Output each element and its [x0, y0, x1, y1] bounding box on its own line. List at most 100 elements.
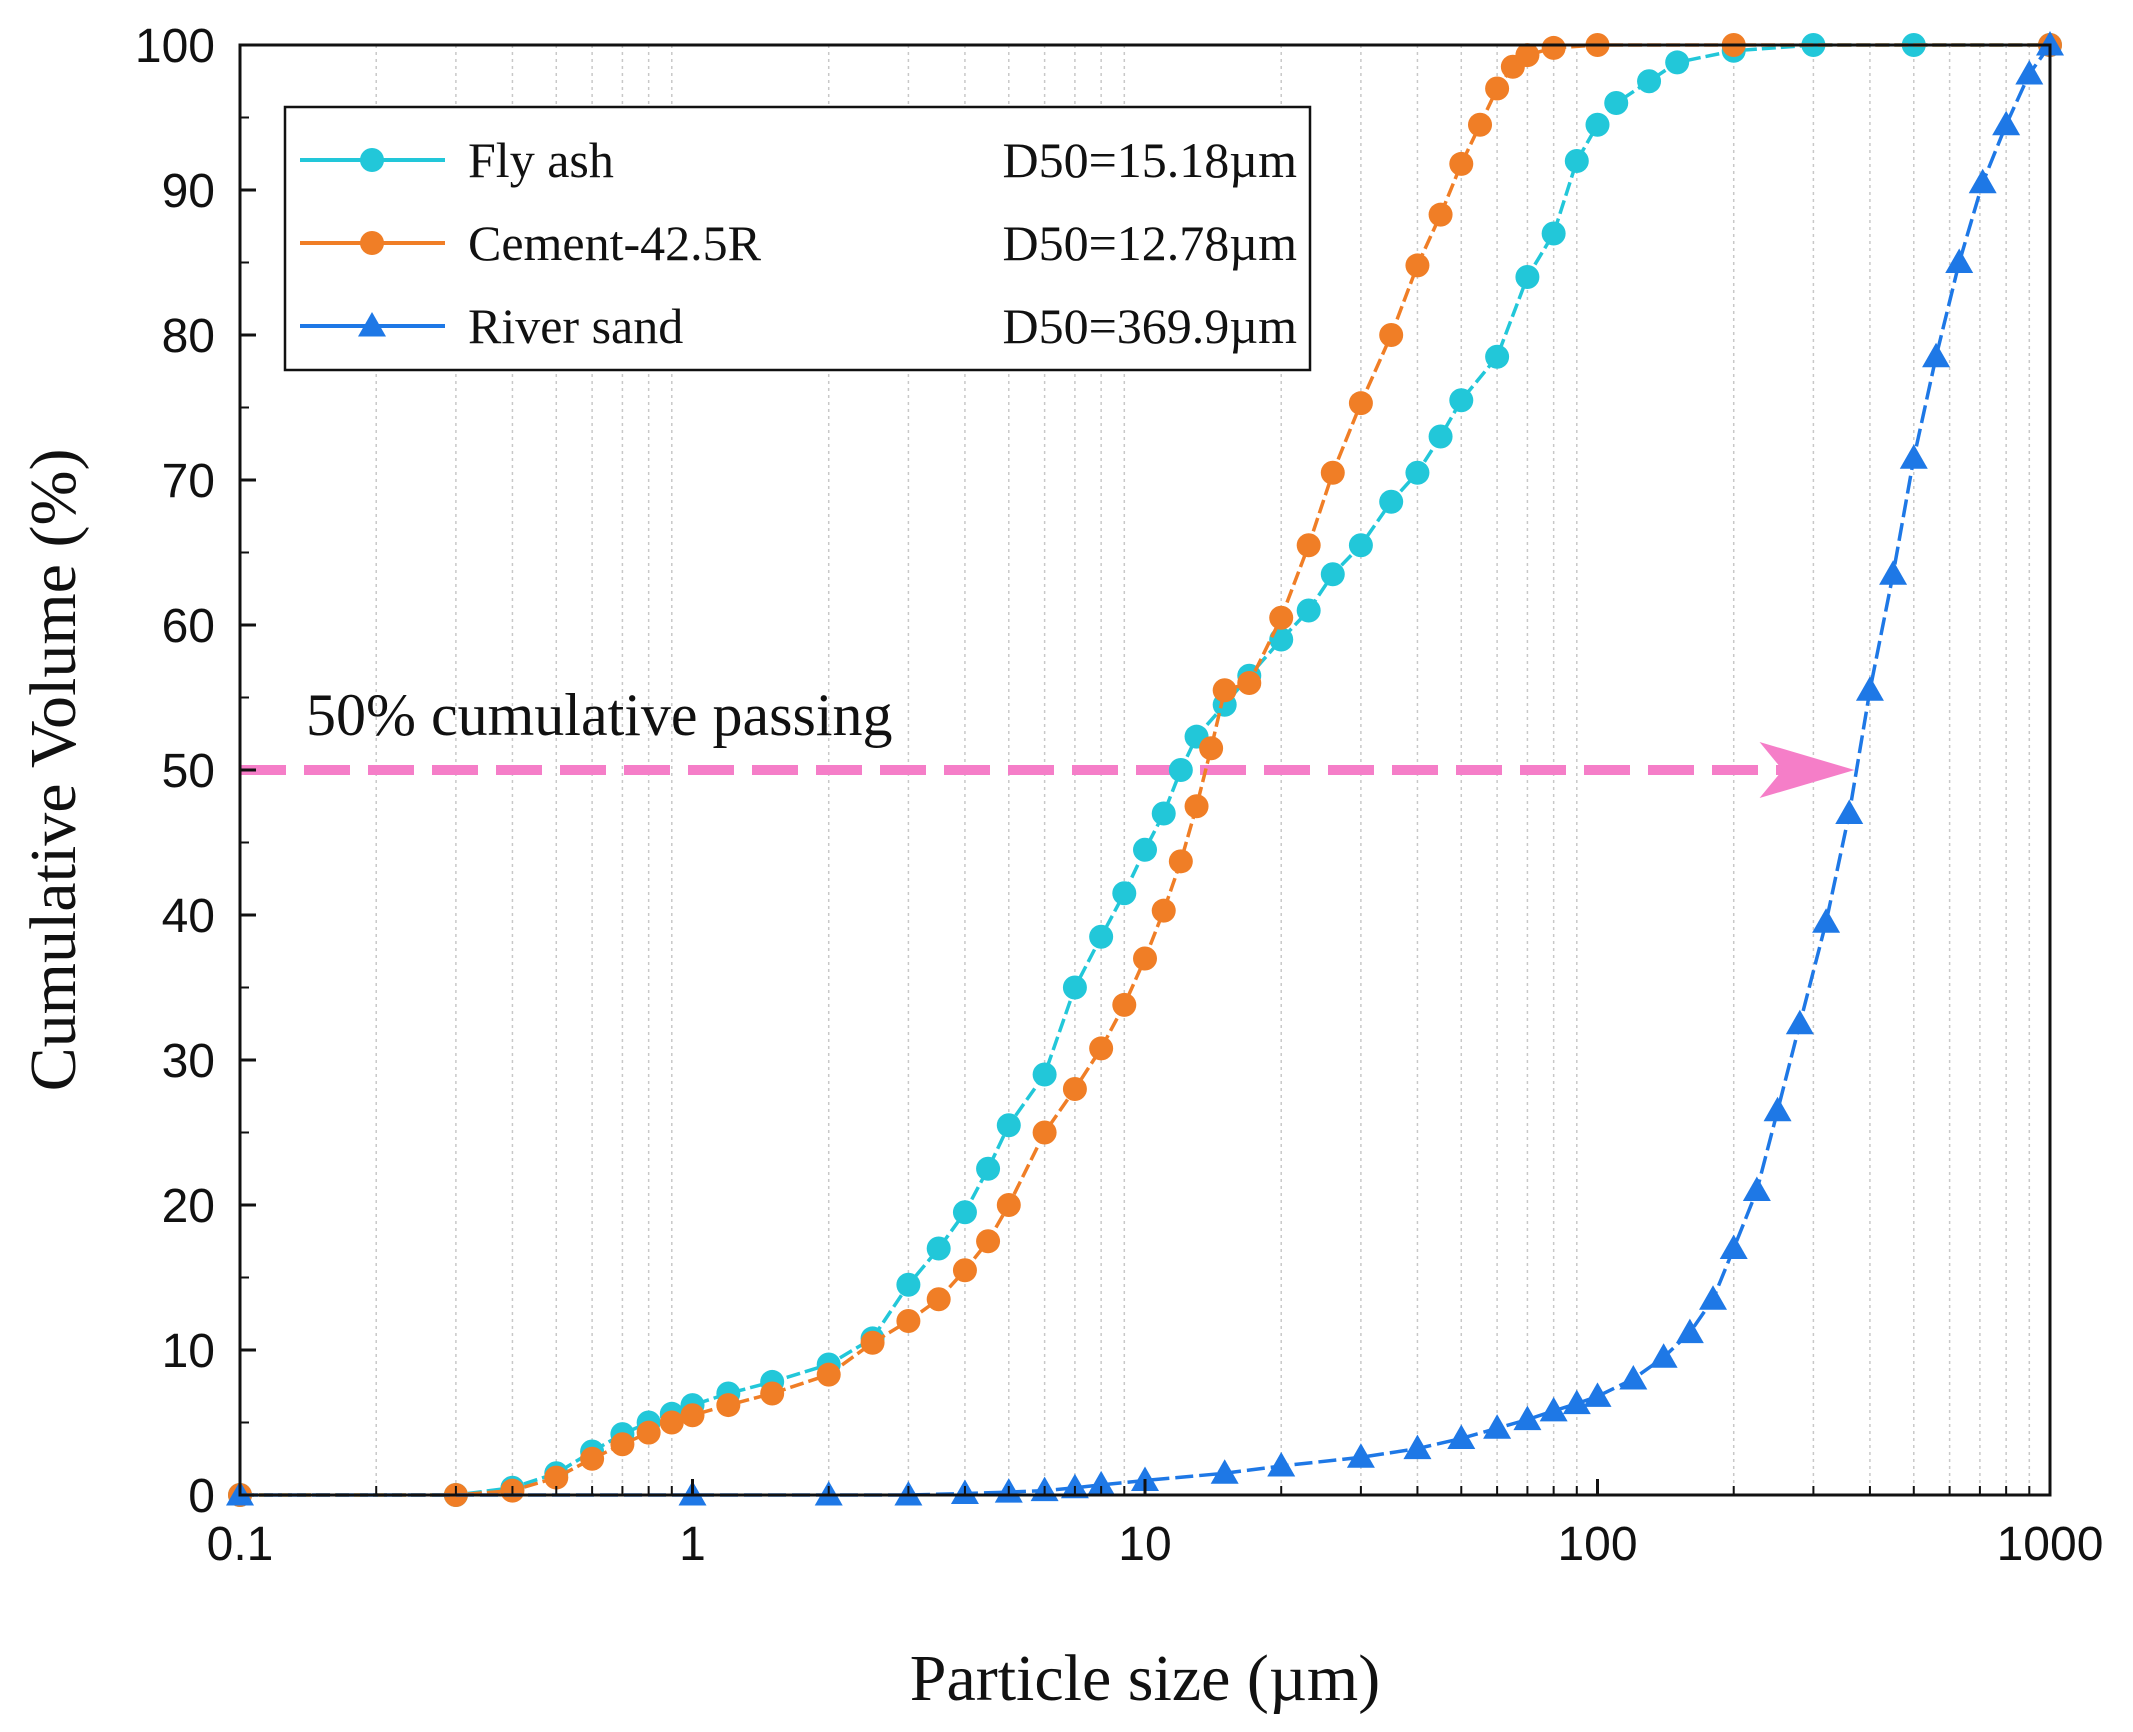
data-point-cement-42-5r [636, 1420, 661, 1445]
data-point-cement-42-5r [896, 1309, 921, 1333]
data-point-river-sand [1945, 248, 1974, 273]
y-tick-label: 10 [162, 1325, 215, 1378]
data-point-cement-42-5r [1379, 323, 1404, 347]
data-point-fly-ash [952, 1200, 977, 1225]
y-tick-label: 90 [162, 165, 215, 218]
data-point-cement-42-5r [1089, 1036, 1114, 1061]
data-point-cement-42-5r [1296, 533, 1321, 558]
y-tick-label: 80 [162, 310, 215, 363]
annotation-50-percent-label: 50% cumulative passing [306, 682, 893, 748]
legend-d50-river-sand: D50=369.9µm [1002, 298, 1297, 354]
data-point-river-sand [1267, 1452, 1296, 1477]
data-point-cement-42-5r [1112, 992, 1137, 1017]
y-tick-label: 70 [162, 455, 215, 508]
data-point-cement-42-5r [659, 1410, 684, 1435]
y-tick-label: 30 [162, 1035, 215, 1088]
data-point-fly-ash [1296, 598, 1321, 623]
data-point-fly-ash [1604, 91, 1629, 115]
data-point-cement-42-5r [1541, 35, 1566, 60]
legend-label-fly-ash: Fly ash [468, 132, 614, 188]
data-point-cement-42-5r [1515, 43, 1540, 68]
data-point-fly-ash [1133, 837, 1157, 862]
data-point-cement-42-5r [1032, 1120, 1057, 1145]
data-point-fly-ash [1168, 758, 1193, 782]
data-point-cement-42-5r [1485, 76, 1510, 101]
data-point-river-sand [1835, 799, 1864, 824]
data-point-river-sand [1899, 444, 1928, 469]
data-point-river-sand [1992, 110, 2021, 136]
data-point-cement-42-5r [1468, 112, 1493, 137]
annotation-layer: 50% cumulative passing [240, 682, 1855, 798]
data-point-river-sand [2036, 31, 2064, 56]
data-point-fly-ash [1485, 344, 1510, 369]
data-point-cement-42-5r [1237, 671, 1262, 695]
data-point-cement-42-5r [580, 1446, 605, 1471]
data-point-fly-ash [1062, 975, 1087, 1000]
y-axis-title: Cumulative Volume (%) [17, 449, 90, 1092]
data-point-river-sand [1785, 1009, 1814, 1035]
data-point-cement-42-5r [610, 1432, 635, 1457]
y-tick-label: 20 [162, 1180, 215, 1233]
data-point-cement-42-5r [976, 1229, 1001, 1254]
data-point-river-sand [1855, 676, 1884, 701]
data-point-river-sand [1619, 1365, 1648, 1390]
y-tick-label: 0 [188, 1470, 215, 1523]
data-point-fly-ash [1379, 489, 1404, 514]
data-point-fly-ash [1151, 801, 1176, 826]
x-tick-label: 1000 [1997, 1518, 2104, 1571]
legend-label-river-sand: River sand [468, 298, 683, 354]
x-tick-label: 10 [1118, 1518, 1171, 1571]
data-point-fly-ash [926, 1236, 951, 1261]
data-point-cement-42-5r [1428, 202, 1453, 227]
data-point-cement-42-5r [816, 1362, 841, 1387]
data-point-fly-ash [1405, 460, 1430, 485]
data-point-cement-42-5r [996, 1193, 1021, 1217]
data-point-river-sand [1763, 1096, 1792, 1122]
legend-marker-river-sand [358, 312, 386, 337]
data-point-fly-ash [896, 1272, 921, 1297]
legend-label-cement-42-5r: Cement-42.5R [468, 215, 762, 271]
data-point-fly-ash [1541, 221, 1566, 246]
data-point-cement-42-5r [1168, 849, 1193, 874]
legend-marker-cement-42-5r [360, 231, 384, 255]
data-point-fly-ash [1449, 388, 1474, 413]
data-point-fly-ash [1564, 149, 1589, 173]
data-point-cement-42-5r [1062, 1077, 1087, 1101]
data-point-cement-42-5r [1348, 391, 1373, 416]
data-point-river-sand [1131, 1466, 1159, 1491]
data-point-river-sand [1812, 908, 1841, 933]
data-point-cement-42-5r [952, 1258, 977, 1283]
data-point-cement-42-5r [1151, 898, 1176, 923]
data-point-river-sand [1346, 1443, 1375, 1468]
data-point-river-sand [1742, 1176, 1771, 1201]
data-point-river-sand [1699, 1285, 1728, 1310]
data-point-fly-ash [1585, 112, 1610, 137]
x-tick-label: 100 [1557, 1518, 1637, 1571]
data-point-fly-ash [1112, 881, 1137, 906]
x-tick-label: 0.1 [207, 1518, 274, 1571]
data-point-river-sand [1403, 1434, 1432, 1460]
series-layer [226, 31, 2064, 1507]
data-point-cement-42-5r [1212, 678, 1237, 703]
y-tick-label: 60 [162, 600, 215, 653]
data-point-fly-ash [976, 1156, 1001, 1181]
data-point-cement-42-5r [1320, 460, 1345, 485]
y-tick-label: 40 [162, 890, 215, 943]
data-point-fly-ash [996, 1113, 1021, 1138]
legend: Fly ash D50=15.18µm Cement-42.5R D50=12.78µ… [283, 105, 1312, 372]
data-point-cement-42-5r [1449, 151, 1474, 176]
data-point-cement-42-5r [680, 1403, 705, 1428]
x-tick-label: 1 [679, 1518, 706, 1571]
data-point-fly-ash [1665, 50, 1690, 75]
data-point-cement-42-5r [860, 1330, 885, 1355]
data-point-river-sand [1968, 168, 1997, 194]
data-point-river-sand [1483, 1414, 1512, 1439]
data-point-cement-42-5r [760, 1381, 785, 1406]
data-point-fly-ash [1428, 424, 1453, 449]
annotation-arrowhead [1759, 742, 1855, 798]
data-point-fly-ash [1089, 924, 1114, 949]
x-axis-title: Particle size (µm) [910, 1642, 1381, 1715]
ticks-layer: 0.1 1 10 100 1000 0 10 20 30 40 50 60 70 80 90 100 [135, 20, 2103, 1571]
data-point-river-sand [1719, 1234, 1748, 1259]
